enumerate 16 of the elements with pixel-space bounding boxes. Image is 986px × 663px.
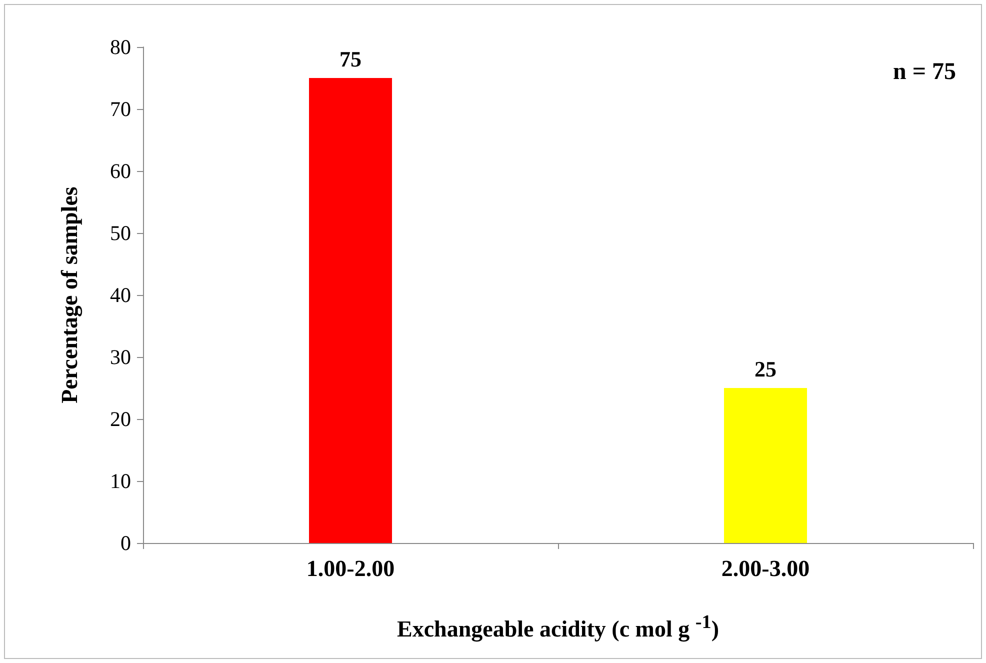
x-tick-label: 1.00-2.00 [306,556,395,581]
annotation: n = 75 [892,59,956,85]
y-tick-label: 70 [110,97,131,121]
y-tick-label: 30 [110,345,131,369]
data-label: 75 [340,46,362,72]
x-tick-label: 2.00-3.00 [721,556,810,581]
y-tick-label: 20 [110,407,131,431]
y-tick-label: 60 [110,159,131,183]
x-axis-title: Exchangeable acidity (c mol g $^{-1}$) [396,612,720,643]
data-label: 25 [754,356,776,382]
y-tick-label: 40 [110,283,131,307]
y-tick-label: 10 [110,469,131,493]
y-tick-label: 50 [110,221,131,245]
y-axis-title: Percentage of samples [57,186,83,404]
y-tick-label: 80 [110,35,131,59]
y-tick-label: 0 [120,531,131,555]
